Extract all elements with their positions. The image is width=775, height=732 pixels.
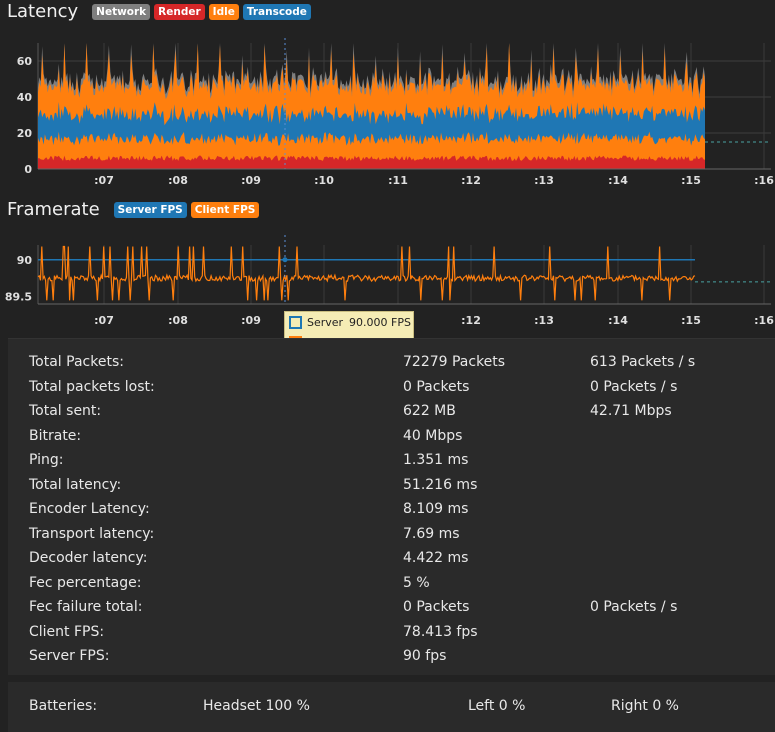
latency-x-tick: :16 bbox=[754, 174, 774, 187]
framerate-x-tick: :14 bbox=[608, 314, 628, 327]
stat-total-packets: Total Packets: 72279 Packets 613 Packets… bbox=[29, 354, 769, 378]
stat-rate: 42.71 Mbps bbox=[590, 403, 672, 419]
battery-left: Left 0 % bbox=[468, 698, 526, 714]
framerate-y-tick: 90 bbox=[17, 254, 33, 267]
framerate-server-marker bbox=[282, 257, 288, 263]
stat-fec-failure-total: Fec failure total: 0 Packets 0 Packets /… bbox=[29, 599, 769, 623]
stat-label: Client FPS: bbox=[29, 623, 105, 640]
framerate-x-tick: :16 bbox=[754, 314, 774, 327]
legend-server-fps-badge[interactable]: Server FPS bbox=[113, 201, 187, 218]
stat-value: 8.109 ms bbox=[403, 501, 469, 517]
stat-label: Server FPS: bbox=[29, 648, 110, 664]
stat-transport-latency: Transport latency: 7.69 ms bbox=[29, 526, 769, 550]
tooltip-server-value: 90.000 FPS bbox=[349, 315, 411, 329]
tooltip-row-server: Server 90.000 FPS bbox=[285, 312, 413, 332]
stat-value: 72279 Packets bbox=[403, 354, 506, 370]
batteries-panel: Batteries: Headset 100 % Left 0 % Right … bbox=[8, 682, 775, 732]
framerate-header: Framerate Server FPS Client FPS bbox=[7, 199, 260, 220]
latency-x-tick: :07 bbox=[94, 174, 114, 187]
stat-bitrate: Bitrate: 40 Mbps bbox=[29, 428, 769, 452]
stat-value: 4.422 ms bbox=[403, 550, 469, 566]
latency-x-tick: :10 bbox=[314, 174, 334, 187]
latency-x-tick: :09 bbox=[241, 174, 261, 187]
stat-value: 78.413 fps bbox=[403, 623, 478, 640]
stat-label: Encoder Latency: bbox=[29, 501, 150, 517]
statistics-panel: Total Packets: 72279 Packets 613 Packets… bbox=[8, 338, 775, 675]
framerate-x-tick: :09 bbox=[241, 314, 261, 327]
stat-value: 51.216 ms bbox=[403, 476, 478, 493]
stat-value: 0 Packets bbox=[403, 599, 470, 615]
latency-header: Latency Network Render Idle Transcode bbox=[7, 1, 311, 22]
latency-y-tick: 40 bbox=[17, 91, 33, 104]
stat-value: 90 fps bbox=[403, 648, 447, 664]
latency-x-tick: :11 bbox=[388, 174, 408, 187]
battery-right: Right 0 % bbox=[611, 698, 679, 714]
latency-area-render bbox=[38, 155, 705, 169]
framerate-x-tick: :15 bbox=[681, 314, 701, 327]
stat-label: Fec failure total: bbox=[29, 599, 143, 615]
stat-value: 5 % bbox=[403, 574, 430, 591]
stat-value: 7.69 ms bbox=[403, 525, 460, 542]
batteries-label: Batteries: bbox=[29, 698, 98, 714]
latency-x-tick: :13 bbox=[534, 174, 554, 187]
stat-fec-percentage: Fec percentage: 5 % bbox=[29, 575, 769, 599]
latency-y-tick: 60 bbox=[17, 55, 33, 68]
tooltip-server-swatch bbox=[289, 315, 302, 329]
stat-decoder-latency: Decoder latency: 4.422 ms bbox=[29, 550, 769, 574]
stat-label: Bitrate: bbox=[29, 427, 82, 444]
framerate-client-line bbox=[37, 245, 696, 301]
stat-server-fps: Server FPS: 90 fps bbox=[29, 648, 769, 672]
stat-label: Transport latency: bbox=[29, 525, 155, 542]
framerate-x-tick: :12 bbox=[461, 314, 481, 327]
framerate-title: Framerate bbox=[7, 199, 100, 220]
stat-rate: 613 Packets / s bbox=[590, 354, 696, 370]
stat-total-latency: Total latency: 51.216 ms bbox=[29, 477, 769, 501]
latency-x-tick: :14 bbox=[608, 174, 628, 187]
framerate-x-tick: :13 bbox=[534, 314, 554, 327]
stat-label: Total sent: bbox=[29, 403, 102, 419]
stat-label: Total latency: bbox=[29, 476, 122, 493]
stat-client-fps: Client FPS: 78.413 fps bbox=[29, 624, 769, 648]
stat-label: Total Packets: bbox=[29, 354, 124, 370]
stat-label: Ping: bbox=[29, 452, 64, 468]
stat-ping: Ping: 1.351 ms bbox=[29, 452, 769, 476]
latency-x-tick: :08 bbox=[168, 174, 188, 187]
legend-network-badge[interactable]: Network bbox=[92, 3, 151, 20]
framerate-x-tick: :08 bbox=[168, 314, 188, 327]
stat-rate: 0 Packets / s bbox=[590, 599, 678, 615]
stat-total-packets-lost: Total packets lost: 0 Packets 0 Packets … bbox=[29, 379, 769, 403]
stat-value: 622 MB bbox=[403, 403, 456, 419]
legend-idle-badge[interactable]: Idle bbox=[208, 3, 239, 20]
stat-total-sent: Total sent: 622 MB 42.71 Mbps bbox=[29, 403, 769, 427]
latency-x-tick: :15 bbox=[681, 174, 701, 187]
framerate-x-tick: :07 bbox=[94, 314, 114, 327]
stat-value: 1.351 ms bbox=[403, 452, 469, 468]
legend-render-badge[interactable]: Render bbox=[154, 3, 205, 20]
legend-transcode-badge[interactable]: Transcode bbox=[242, 3, 311, 20]
latency-title: Latency bbox=[7, 1, 79, 22]
latency-chart[interactable]: 0 20 40 60 :07 :08 :09 :10 :11 :12 :13 :14 :15 :16 bbox=[0, 38, 775, 188]
stat-value: 40 Mbps bbox=[403, 427, 463, 444]
framerate-y-tick: 89.5 bbox=[5, 291, 32, 304]
stat-label: Decoder latency: bbox=[29, 550, 148, 566]
legend-client-fps-badge[interactable]: Client FPS bbox=[190, 201, 260, 218]
latency-x-tick: :12 bbox=[461, 174, 481, 187]
stat-value: 0 Packets bbox=[403, 378, 470, 395]
stat-label: Total packets lost: bbox=[29, 378, 155, 395]
battery-headset: Headset 100 % bbox=[203, 698, 310, 714]
latency-y-tick: 0 bbox=[24, 163, 32, 176]
stat-rate: 0 Packets / s bbox=[590, 378, 678, 395]
stat-label: Fec percentage: bbox=[29, 574, 142, 591]
latency-y-tick: 20 bbox=[17, 127, 33, 140]
stat-encoder-latency: Encoder Latency: 8.109 ms bbox=[29, 501, 769, 525]
tooltip-server-name: Server bbox=[307, 315, 344, 329]
latency-chart-svg[interactable]: 0 20 40 60 :07 :08 :09 :10 :11 :12 :13 :14 :15 :16 bbox=[0, 38, 775, 188]
